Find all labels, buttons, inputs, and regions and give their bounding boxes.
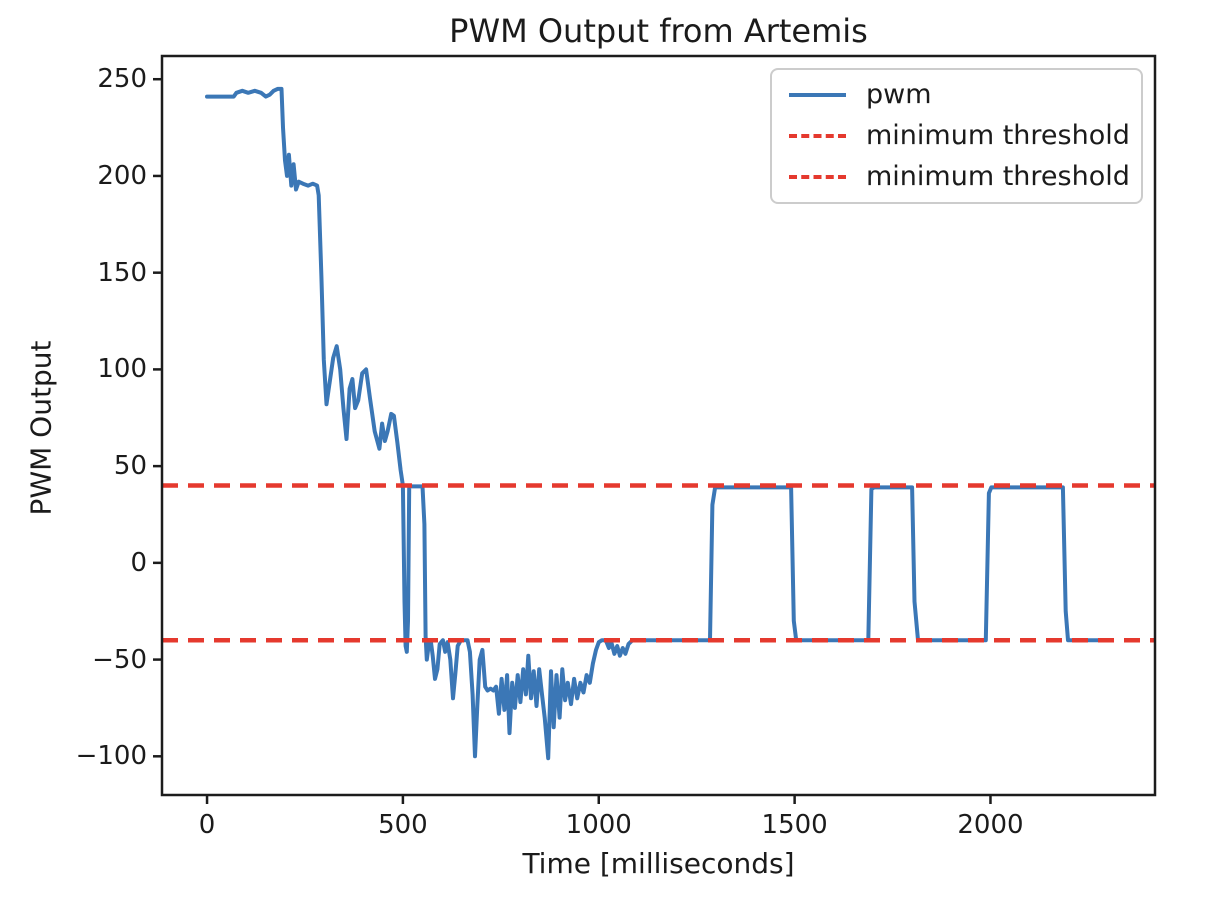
y-tick-label: 150 [97, 257, 147, 288]
legend-row: minimum threshold [772, 121, 1141, 151]
legend-row: minimum threshold [772, 162, 1141, 192]
legend-label: pwm [866, 79, 932, 111]
y-tick-label: 200 [97, 160, 147, 191]
legend-sample-dashed-line [789, 174, 846, 179]
legend-sample-solid-line [789, 93, 846, 98]
legend-label: minimum threshold [866, 120, 1130, 152]
chart-title: PWM Output from Artemis [449, 12, 868, 50]
x-axis-label: Time [milliseconds] [522, 847, 795, 880]
y-tick-label: 50 [113, 451, 147, 482]
y-axis-label: PWM Output [24, 340, 58, 516]
y-tick-label: 250 [97, 64, 147, 95]
legend-label: minimum threshold [866, 160, 1130, 192]
y-tick-label: −100 [75, 741, 147, 772]
legend: pwm minimum threshold minimum threshold [770, 68, 1143, 204]
x-tick-label: 1000 [565, 810, 632, 840]
x-tick-label: 500 [378, 810, 428, 840]
legend-row: pwm [772, 80, 1141, 110]
x-tick-label: 0 [198, 810, 216, 840]
legend-sample-dashed-line [789, 133, 846, 138]
y-tick-label: 100 [97, 354, 147, 385]
y-tick-label: −50 [92, 644, 147, 675]
x-tick-label: 1500 [761, 810, 828, 840]
axes-box [160, 54, 1157, 797]
y-tick-label: 0 [130, 547, 147, 578]
x-tick-label: 2000 [957, 810, 1024, 840]
